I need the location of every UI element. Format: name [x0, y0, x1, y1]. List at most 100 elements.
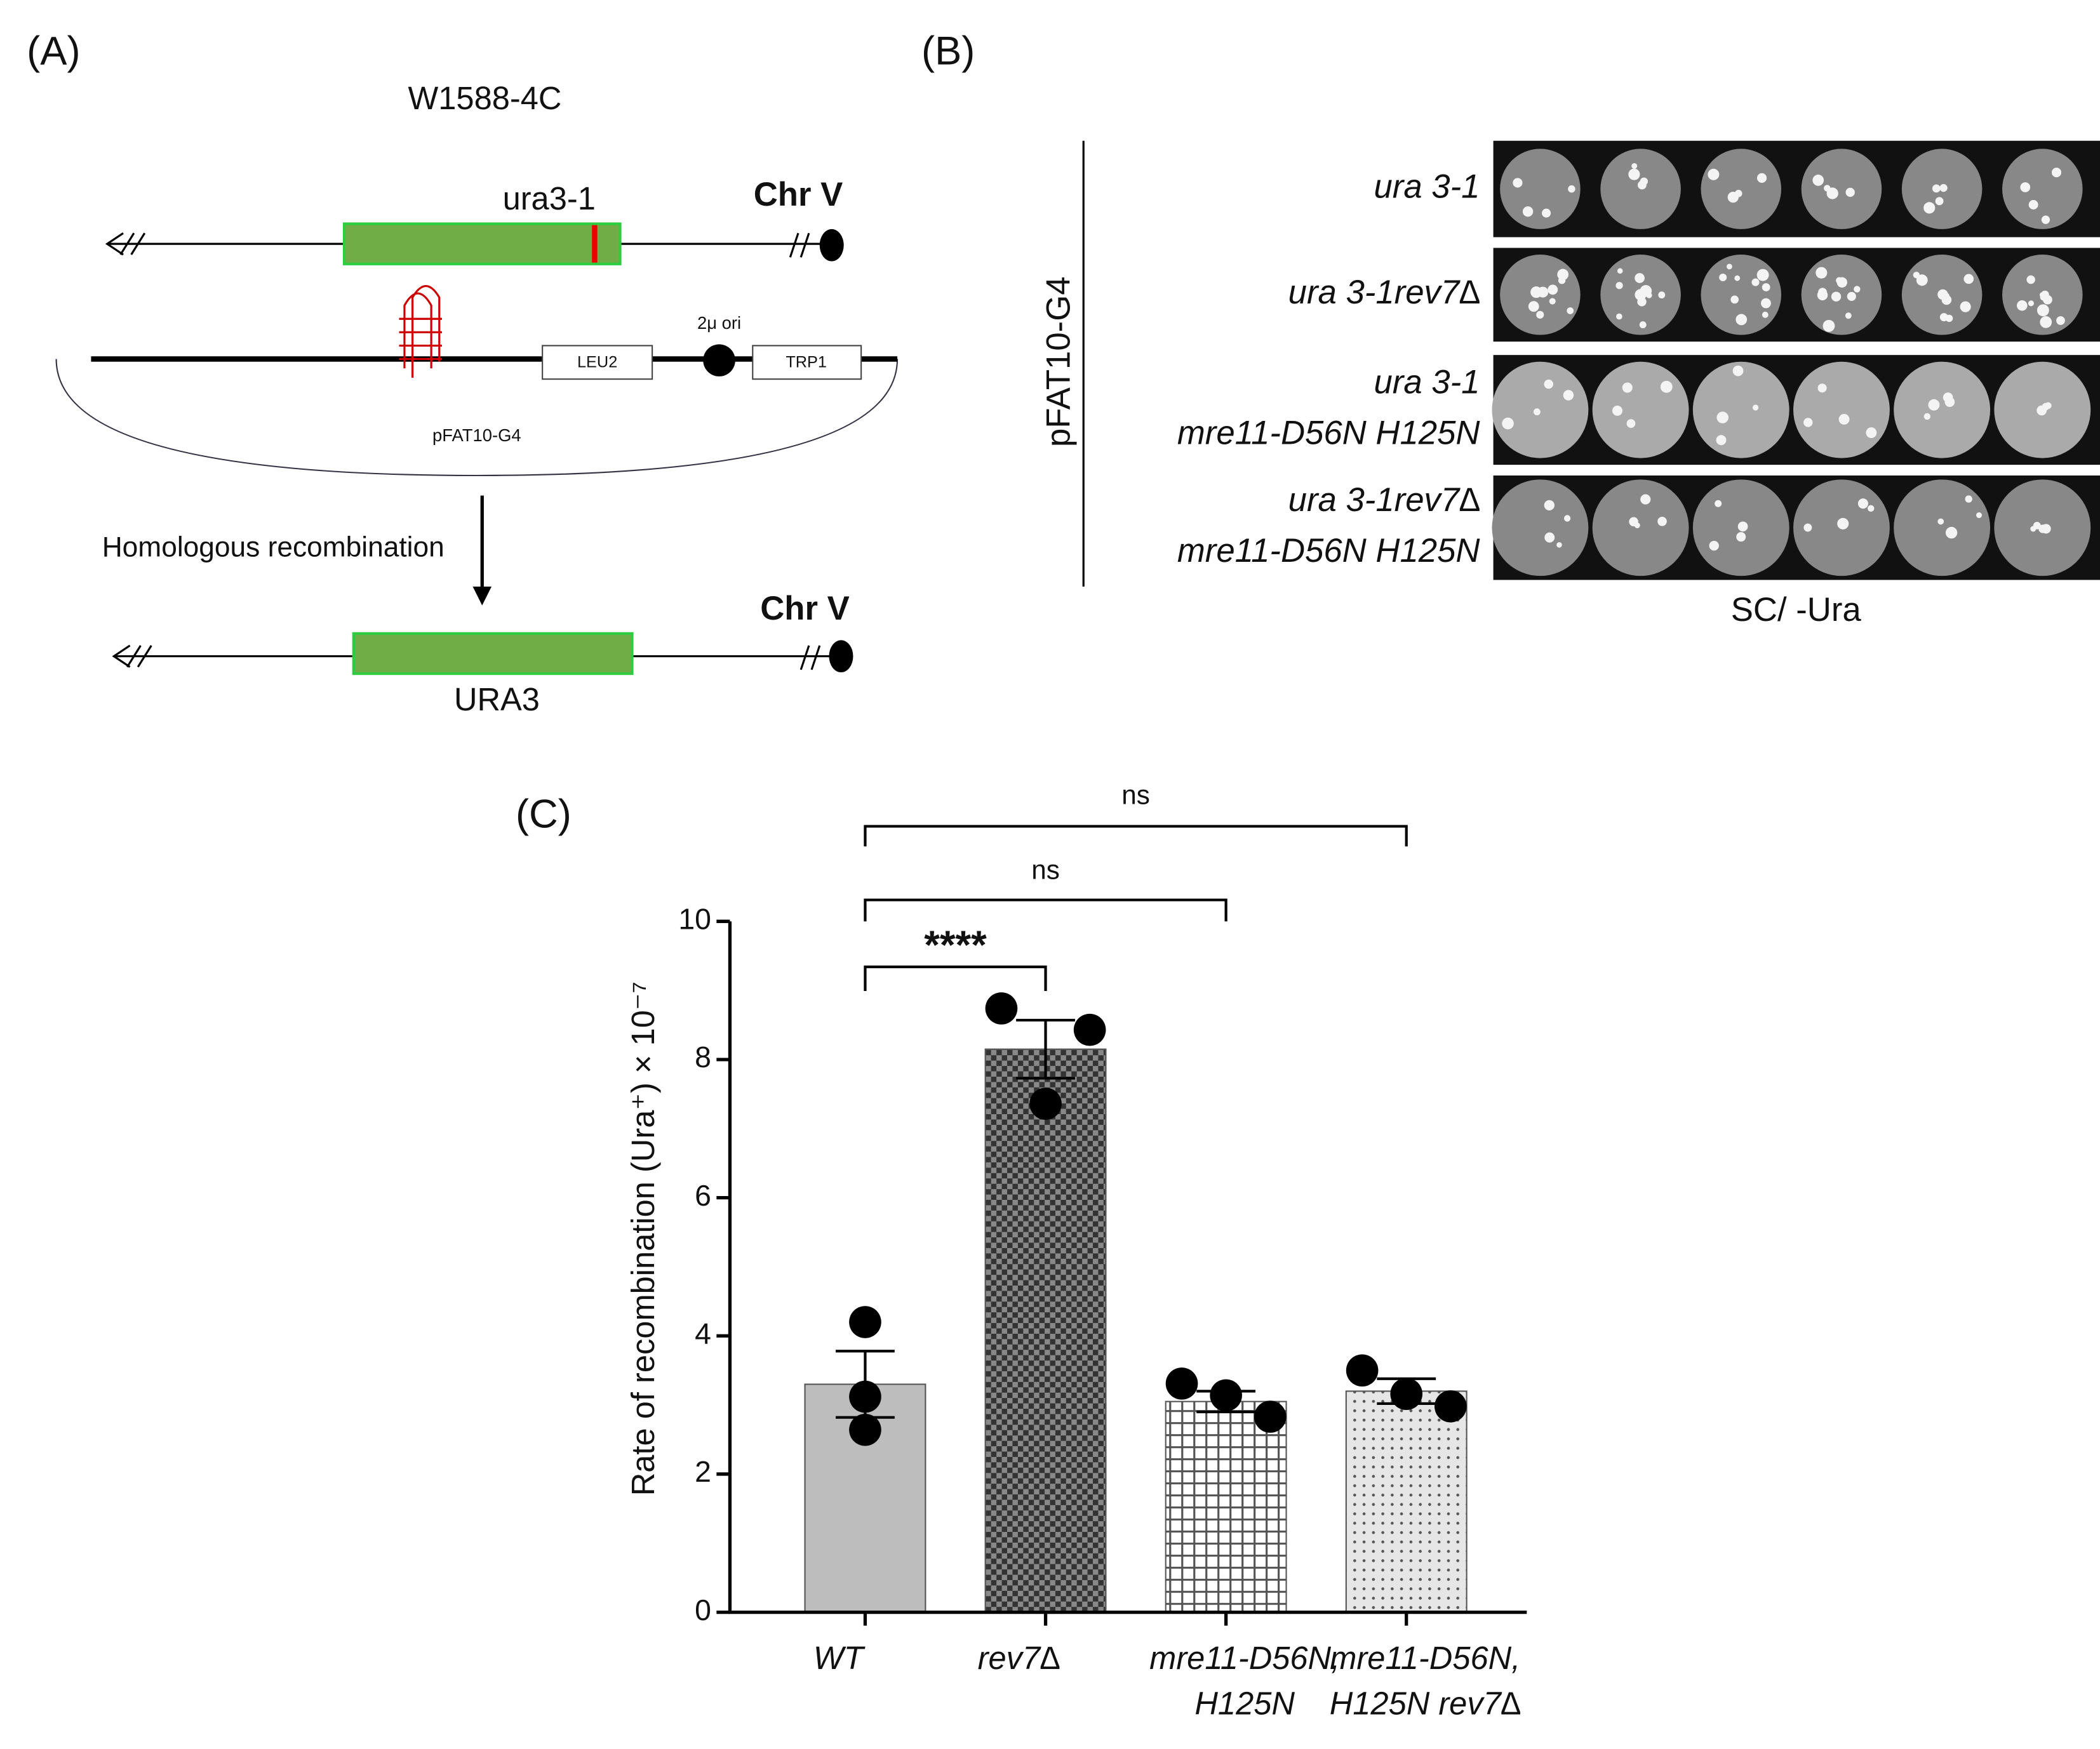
- spot: [1692, 361, 1789, 458]
- colony: [1751, 278, 1760, 286]
- row-label: mre11-D56N H125N: [1177, 415, 1481, 452]
- y-tick-label: 10: [678, 903, 711, 936]
- colony: [1836, 277, 1847, 288]
- colony: [1838, 414, 1850, 425]
- colony: [1558, 277, 1566, 284]
- colony: [1916, 274, 1928, 286]
- colony: [1831, 291, 1842, 302]
- plate-image: [1493, 248, 2100, 342]
- colony: [1803, 523, 1812, 532]
- colony: [1963, 274, 1974, 284]
- colony: [1657, 516, 1667, 526]
- spot: [1500, 149, 1581, 229]
- significance: ns: [1121, 780, 1150, 809]
- x-tick-label: H125N rev7∆: [1330, 1686, 1521, 1722]
- y-tick-label: 6: [695, 1179, 711, 1212]
- spot: [1793, 361, 1890, 458]
- colony: [2036, 304, 2049, 317]
- colony: [1568, 185, 1575, 193]
- colony: [1730, 295, 1739, 304]
- colony: [1818, 288, 1827, 297]
- spot: [1492, 479, 1589, 576]
- row-label: ura 3-1rev7∆: [1288, 481, 1480, 519]
- colony: [1709, 540, 1719, 551]
- data-point: [1073, 1013, 1106, 1046]
- colony: [1913, 271, 1920, 279]
- spot: [1592, 479, 1689, 576]
- process: Homologous recombination: [102, 532, 445, 563]
- allele: ura3-1: [503, 180, 596, 216]
- colony: [1660, 380, 1673, 393]
- colony: [1941, 295, 1952, 305]
- g4-structure: [399, 285, 442, 378]
- colony: [1557, 269, 1569, 281]
- colony: [1816, 267, 1828, 279]
- marker: LEU2: [577, 354, 617, 371]
- colony: [2041, 524, 2051, 534]
- colony: [1734, 190, 1742, 197]
- colony: [2039, 292, 2045, 298]
- marker: TRP1: [786, 354, 827, 371]
- colony: [1556, 542, 1562, 548]
- colony: [1640, 494, 1651, 505]
- colony: [1812, 175, 1824, 186]
- significance: ns: [1031, 855, 1060, 884]
- panel-label: (B): [921, 29, 975, 73]
- colony: [1617, 268, 1623, 274]
- colony: [1845, 187, 1855, 197]
- bracket: [864, 825, 1408, 847]
- y-tick-label: 8: [695, 1041, 711, 1074]
- colony: [1640, 284, 1652, 297]
- colony: [1549, 298, 1556, 305]
- origin: 2μ ori: [697, 313, 741, 333]
- colony: [2028, 200, 2038, 209]
- colony: [1622, 382, 1633, 393]
- x-tick-label: rev7∆: [978, 1640, 1060, 1676]
- colony: [1635, 273, 1645, 283]
- colony: [2026, 275, 2035, 284]
- y-axis-label: Rate of recombination (Ura⁺) × 10⁻⁷: [625, 981, 661, 1496]
- data-point: [849, 1380, 881, 1413]
- chromosome: Chr V: [760, 590, 850, 627]
- colony: [2016, 300, 2028, 311]
- marker-box: [542, 345, 653, 380]
- colony: [1563, 390, 1574, 401]
- spot: [1894, 479, 1991, 576]
- colony: [1544, 500, 1555, 511]
- plate-image: [1493, 140, 2100, 237]
- colony: [1854, 286, 1861, 293]
- data-point: [849, 1413, 881, 1446]
- colony: [2020, 182, 2031, 192]
- colony: [1923, 202, 1936, 214]
- colony: [1756, 269, 1769, 281]
- gene-box: [342, 222, 622, 265]
- colony: [1939, 313, 1948, 322]
- data-point: [1165, 1367, 1198, 1400]
- colony: [1502, 417, 1514, 430]
- colony: [1939, 183, 1948, 192]
- y-tick-label: 0: [695, 1593, 711, 1626]
- centromere: [829, 640, 853, 673]
- bar: [1345, 1390, 1468, 1613]
- colony: [1943, 392, 1953, 402]
- colony: [2041, 215, 2050, 224]
- colony: [1639, 321, 1647, 329]
- plasmid-name: pFAT10-G4: [432, 425, 521, 445]
- colony: [1536, 310, 1544, 319]
- colony: [1716, 435, 1727, 446]
- spot: [1894, 361, 1991, 458]
- gene-box: [352, 632, 634, 675]
- colony: [1528, 301, 1539, 312]
- gene: URA3: [454, 681, 540, 717]
- plasmid-arc: [55, 359, 899, 477]
- colony: [1935, 197, 1944, 206]
- colony: [2056, 316, 2065, 325]
- colony: [1708, 168, 1720, 180]
- data-point: [1390, 1378, 1423, 1411]
- colony: [1637, 180, 1647, 190]
- colony: [1866, 427, 1877, 439]
- x-tick-label: mre11-D56N,: [1330, 1640, 1520, 1676]
- error-bar: [1016, 1018, 1075, 1080]
- panel-b: (B) pFAT10-G4 SC/ -Ura ura 3-1 ura 3-1rev…: [921, 29, 2100, 628]
